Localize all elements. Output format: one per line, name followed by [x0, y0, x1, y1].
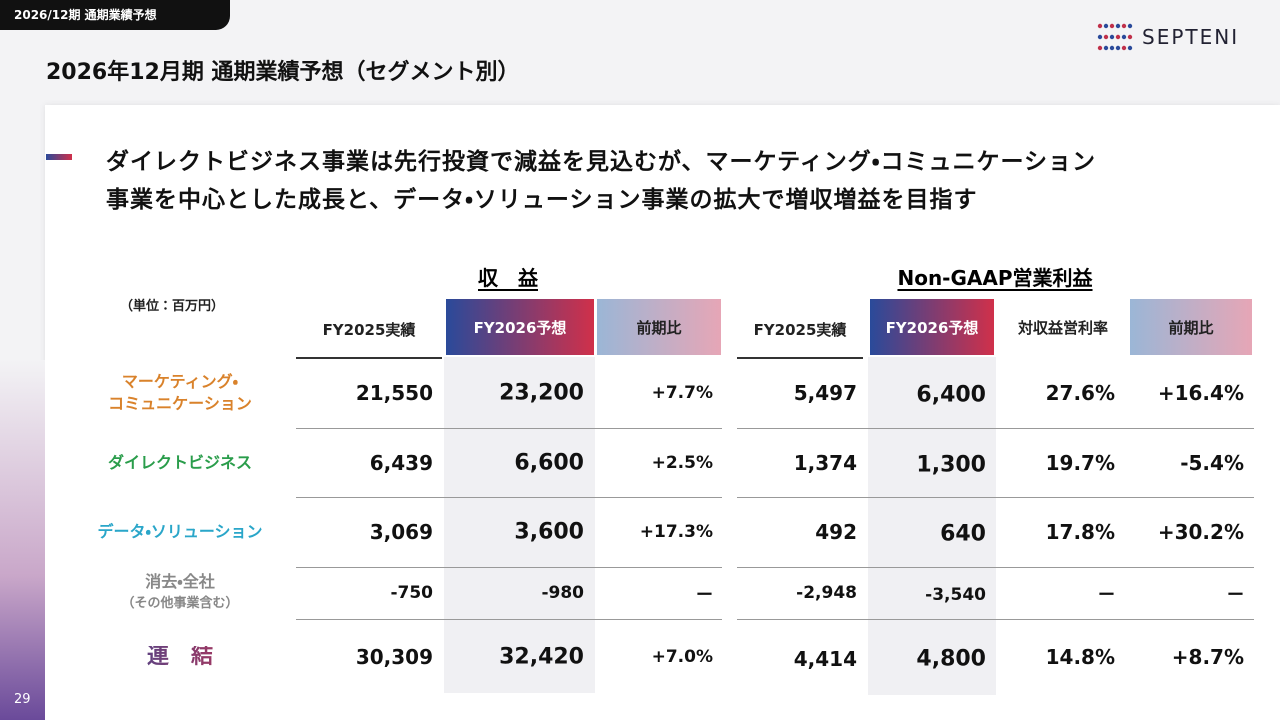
profit-cell: 27.6%	[1045, 381, 1115, 405]
row-separator	[737, 619, 1254, 620]
profit-cell: +8.7%	[1171, 645, 1244, 669]
row-label: 消去・全社 （その他事業含む）	[80, 571, 280, 615]
row-label: マーケティング・ コミュニケーション	[80, 371, 280, 415]
profit-cell: 640	[940, 521, 986, 547]
row-separator	[737, 497, 1254, 498]
revenue-cell: ー	[696, 585, 713, 606]
row-separator	[296, 619, 722, 620]
revenue-cell: 3,600	[514, 519, 584, 545]
row-label-line: データ・ソリューション	[97, 522, 263, 541]
profit-cell: ー	[1227, 585, 1244, 606]
column-header: FY2025実績	[737, 301, 863, 359]
column-header: 前期比	[597, 299, 721, 355]
profit-cell: -3,540	[925, 585, 986, 605]
section-tag: 2026/12期 通期業績予想	[0, 0, 230, 30]
row-separator	[737, 567, 1254, 568]
message-line: ダイレクトビジネス事業は先行投資で減益を見込むが、マーケティング・コミュニケーシ…	[106, 149, 1097, 175]
row-label-line: （その他事業含む）	[121, 596, 239, 611]
forecast-column	[444, 357, 595, 693]
revenue-cell: 6,600	[514, 450, 584, 476]
profit-cell: 1,300	[916, 452, 986, 478]
profit-cell: 17.8%	[1045, 520, 1115, 544]
card	[45, 105, 1280, 720]
row-label-line: マーケティング・	[121, 372, 239, 391]
revenue-cell: 6,439	[369, 451, 433, 475]
column-header: FY2025実績	[296, 301, 442, 359]
profit-cell: -5.4%	[1180, 451, 1244, 475]
row-label-line: 連 結	[146, 644, 213, 669]
row-label: 連 結	[80, 646, 280, 668]
row-separator	[296, 497, 722, 498]
row-label-line: ダイレクトビジネス	[107, 453, 252, 472]
column-header: 前期比	[1130, 299, 1252, 355]
page-number: 29	[14, 692, 31, 707]
row-separator	[737, 428, 1254, 429]
profit-cell: 6,400	[916, 382, 986, 408]
profit-cell: 4,414	[793, 647, 857, 671]
revenue-cell: -980	[541, 583, 584, 603]
row-label: データ・ソリューション	[80, 521, 280, 543]
row-label: ダイレクトビジネス	[80, 452, 280, 474]
row-label-line: コミュニケーション	[108, 394, 252, 413]
column-header: FY2026予想	[446, 299, 594, 355]
forecast-column	[868, 357, 996, 695]
row-separator	[296, 567, 722, 568]
row-label-line: 消去・全社	[145, 572, 215, 591]
profit-cell: -2,948	[796, 583, 857, 603]
profit-cell: 19.7%	[1045, 451, 1115, 475]
slide-title: 2026年12月期 通期業績予想（セグメント別）	[46, 60, 520, 85]
revenue-cell: +17.3%	[639, 522, 713, 542]
profit-cell: ー	[1098, 585, 1115, 606]
group-header: Non-GAAP営業利益	[897, 266, 1093, 290]
revenue-cell: -750	[390, 583, 433, 603]
group-header: 収 益	[478, 266, 538, 290]
column-header: FY2026予想	[870, 299, 994, 355]
column-header: 対収益営利率	[1017, 318, 1108, 337]
revenue-cell: +2.5%	[651, 453, 713, 473]
unit-note: （単位：百万円）	[120, 299, 225, 314]
logo-text: SEPTENI	[1142, 25, 1240, 49]
revenue-cell: 3,069	[369, 520, 433, 544]
message-line: 事業を中心とした成長と、データ・ソリューション事業の拡大で増収増益を目指す	[106, 187, 978, 213]
profit-cell: 5,497	[793, 381, 857, 405]
profit-cell: +16.4%	[1157, 381, 1244, 405]
row-separator	[296, 428, 722, 429]
profit-cell: +30.2%	[1157, 520, 1244, 544]
revenue-cell: 21,550	[355, 381, 433, 405]
profit-cell: 492	[815, 520, 857, 544]
profit-cell: 14.8%	[1045, 645, 1115, 669]
revenue-cell: +7.0%	[651, 647, 713, 667]
revenue-cell: 23,200	[499, 380, 584, 406]
revenue-cell: +7.7%	[651, 383, 713, 403]
side-strip	[0, 360, 45, 720]
revenue-cell: 30,309	[355, 645, 433, 669]
logo-mark	[1097, 23, 1133, 51]
profit-cell: 1,374	[793, 451, 857, 475]
message-mark	[46, 154, 72, 160]
profit-cell: 4,800	[916, 646, 986, 672]
revenue-cell: 32,420	[499, 644, 584, 670]
